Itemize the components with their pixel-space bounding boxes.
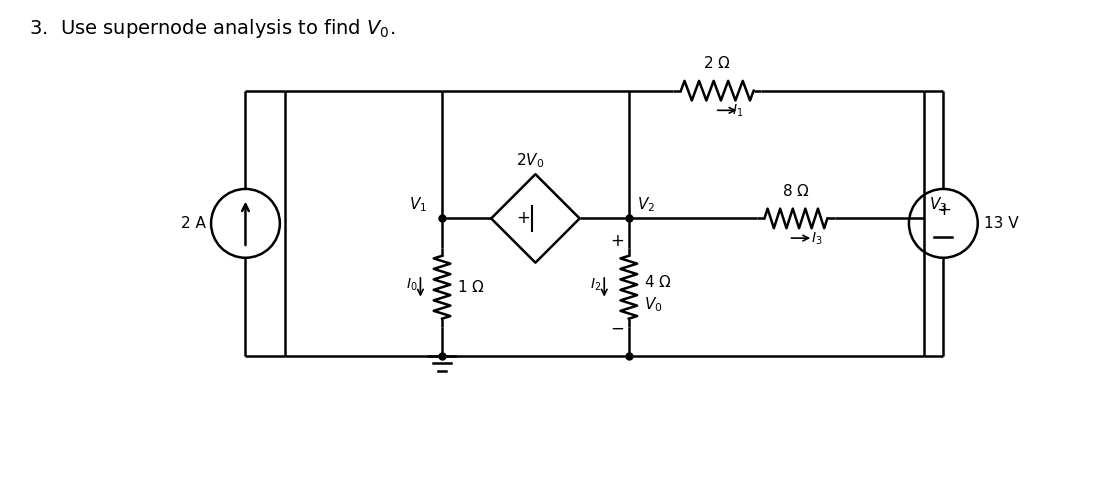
- Text: 13 V: 13 V: [983, 216, 1018, 231]
- Text: $V_1$: $V_1$: [409, 195, 428, 214]
- Text: $V_2$: $V_2$: [636, 195, 655, 214]
- Text: +: +: [936, 201, 951, 219]
- Text: 3.  Use supernode analysis to find $V_0$.: 3. Use supernode analysis to find $V_0$.: [29, 17, 395, 40]
- Text: $I_3$: $I_3$: [811, 230, 822, 246]
- Text: $-$: $-$: [610, 319, 624, 337]
- Text: $I_1$: $I_1$: [732, 102, 744, 119]
- Text: 4 $\Omega$: 4 $\Omega$: [644, 274, 671, 290]
- Text: +: +: [516, 209, 531, 227]
- Text: $V_3$: $V_3$: [928, 195, 946, 214]
- Text: 1 $\Omega$: 1 $\Omega$: [457, 279, 485, 295]
- Text: 2 A: 2 A: [181, 216, 206, 231]
- Text: 2$V_0$: 2$V_0$: [516, 152, 544, 170]
- Text: $I_2$: $I_2$: [590, 277, 601, 293]
- Text: $I_0$: $I_0$: [405, 277, 418, 293]
- Text: 2 $\Omega$: 2 $\Omega$: [703, 55, 731, 71]
- Text: $V_0$: $V_0$: [644, 296, 662, 314]
- Text: +: +: [610, 232, 624, 250]
- Text: 8 $\Omega$: 8 $\Omega$: [782, 183, 810, 199]
